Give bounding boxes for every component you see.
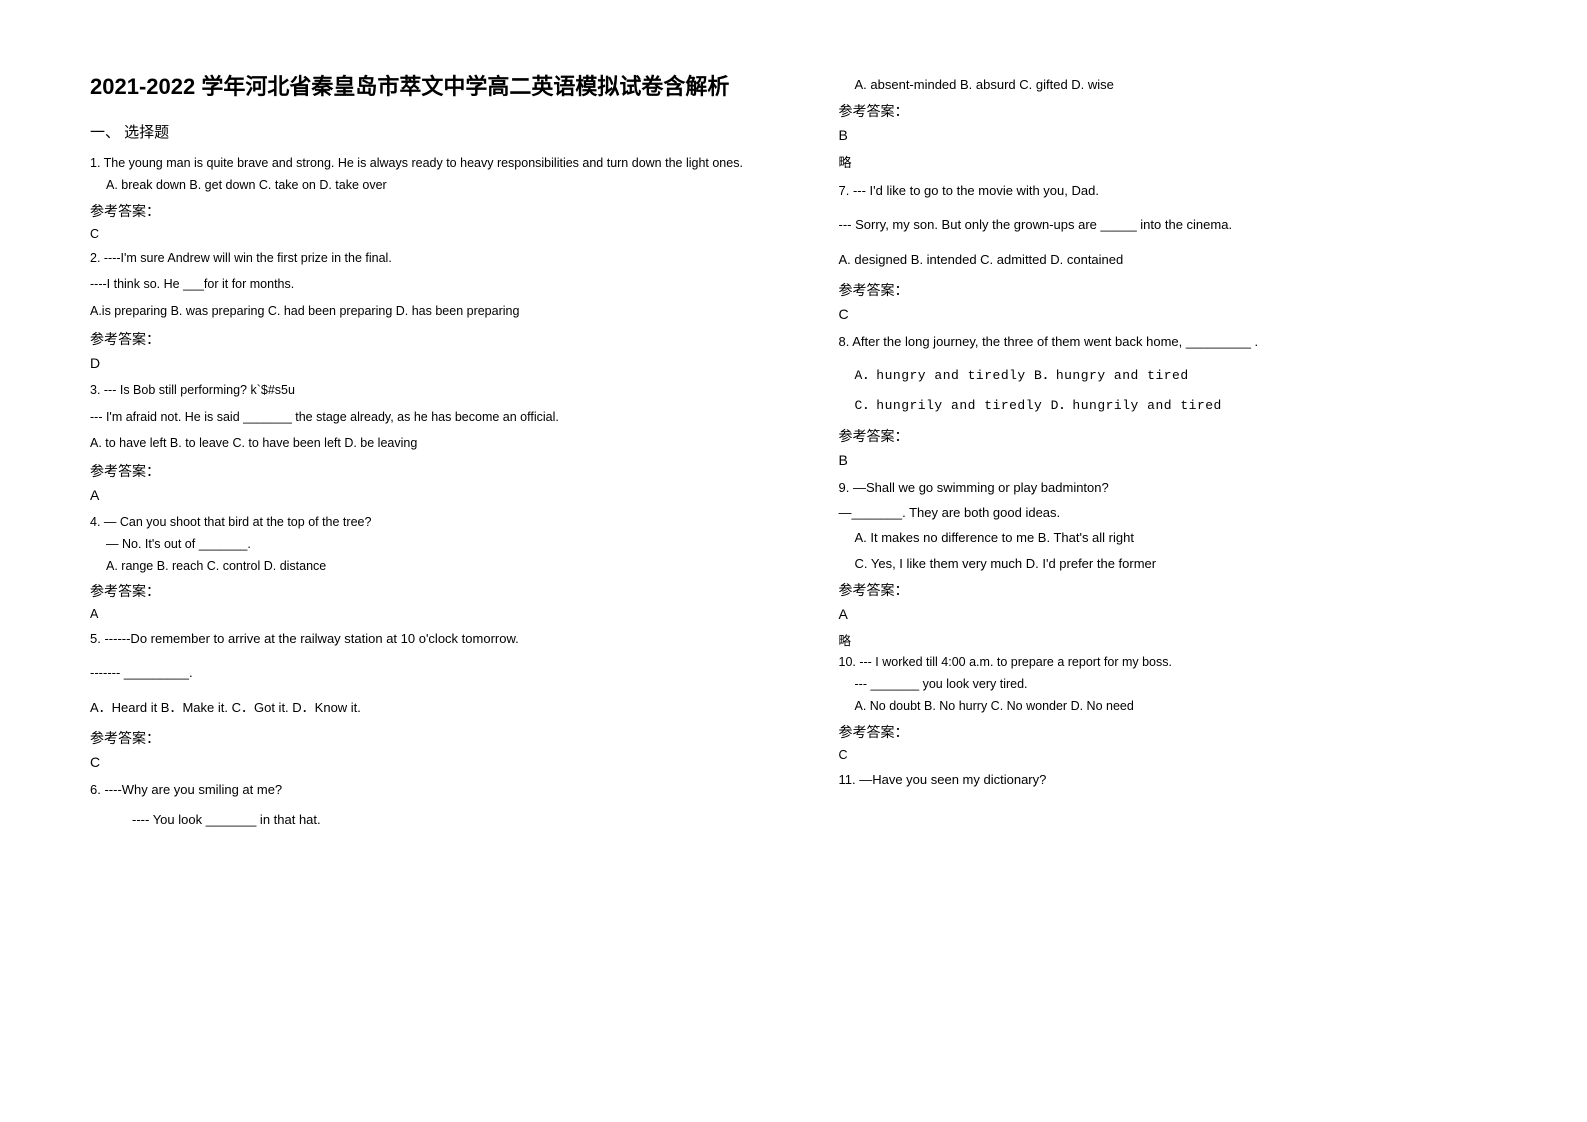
answer-label: 参考答案： bbox=[90, 329, 749, 349]
answer-label: 参考答案： bbox=[839, 580, 1498, 600]
q10-answer: C bbox=[839, 748, 1498, 762]
q10-options: A. No doubt B. No hurry C. No wonder D. … bbox=[839, 697, 1498, 716]
q2-options: A.is preparing B. was preparing C. had b… bbox=[90, 302, 749, 321]
q3-stem-b: --- I'm afraid not. He is said _______ t… bbox=[90, 408, 749, 427]
q8-stem: 8. After the long journey, the three of … bbox=[839, 332, 1498, 352]
q6-stem-a: 6. ----Why are you smiling at me? bbox=[90, 780, 749, 800]
q7-options: A. designed B. intended C. admitted D. c… bbox=[839, 250, 1498, 270]
q4-stem-b: — No. It's out of _______. bbox=[90, 535, 749, 554]
left-column: 2021-2022 学年河北省秦皇岛市萃文中学高二英语模拟试卷含解析 一、 选择… bbox=[0, 0, 794, 1122]
q4-answer: A bbox=[90, 607, 749, 621]
q1-answer: C bbox=[90, 227, 749, 241]
q9-stem-a: 9. —Shall we go swimming or play badmint… bbox=[839, 478, 1498, 498]
q8-answer: B bbox=[839, 452, 1498, 468]
q4-stem-a: 4. — Can you shoot that bird at the top … bbox=[90, 513, 749, 532]
q4-options: A. range B. reach C. control D. distance bbox=[90, 557, 749, 576]
answer-label: 参考答案： bbox=[839, 722, 1498, 742]
q2-stem-b: ----I think so. He ___for it for months. bbox=[90, 275, 749, 294]
q9-stem-b: —_______. They are both good ideas. bbox=[839, 503, 1498, 523]
q1-stem: 1. The young man is quite brave and stro… bbox=[90, 154, 749, 173]
q9-options-1: A. It makes no difference to me B. That'… bbox=[839, 528, 1498, 548]
section-heading: 一、 选择题 bbox=[90, 121, 749, 142]
q3-options: A. to have left B. to leave C. to have b… bbox=[90, 434, 749, 453]
answer-label: 参考答案： bbox=[90, 728, 749, 748]
q10-stem-b: --- _______ you look very tired. bbox=[839, 675, 1498, 694]
answer-label: 参考答案： bbox=[839, 101, 1498, 121]
omit-text: 略 bbox=[839, 153, 1498, 173]
answer-label: 参考答案： bbox=[90, 461, 749, 481]
right-column: A. absent-minded B. absurd C. gifted D. … bbox=[794, 0, 1587, 1122]
q6-answer: B bbox=[839, 127, 1498, 143]
q7-stem-b: --- Sorry, my son. But only the grown-up… bbox=[839, 215, 1498, 235]
q7-stem-a: 7. --- I'd like to go to the movie with … bbox=[839, 181, 1498, 201]
q5-answer: C bbox=[90, 754, 749, 770]
q6-stem-b: ---- You look _______ in that hat. bbox=[90, 810, 749, 830]
q7-answer: C bbox=[839, 306, 1498, 322]
q1-options: A. break down B. get down C. take on D. … bbox=[90, 176, 749, 195]
q5-options: A．Heard it B．Make it. C．Got it. D．Know i… bbox=[90, 698, 749, 718]
answer-label: 参考答案： bbox=[839, 280, 1498, 300]
answer-label: 参考答案： bbox=[90, 201, 749, 221]
q3-stem-a: 3. --- Is Bob still performing? k`$#s5u bbox=[90, 381, 749, 400]
q9-answer: A bbox=[839, 606, 1498, 622]
answer-label: 参考答案： bbox=[839, 426, 1498, 446]
document-title: 2021-2022 学年河北省秦皇岛市萃文中学高二英语模拟试卷含解析 bbox=[90, 70, 749, 103]
q3-answer: A bbox=[90, 487, 749, 503]
q5-stem-b: ------- _________. bbox=[90, 663, 749, 683]
q8-options-2: C．hungrily and tiredly D．hungrily and ti… bbox=[839, 396, 1498, 416]
q6-options: A. absent-minded B. absurd C. gifted D. … bbox=[839, 75, 1498, 95]
omit-text: 略 bbox=[839, 632, 1498, 651]
q2-stem-a: 2. ----I'm sure Andrew will win the firs… bbox=[90, 249, 749, 268]
q8-options-1: A．hungry and tiredly B．hungry and tired bbox=[839, 366, 1498, 386]
q10-stem-a: 10. --- I worked till 4:00 a.m. to prepa… bbox=[839, 653, 1498, 672]
answer-label: 参考答案： bbox=[90, 581, 749, 601]
q9-options-2: C. Yes, I like them very much D. I'd pre… bbox=[839, 554, 1498, 574]
q2-answer: D bbox=[90, 355, 749, 371]
q5-stem-a: 5. ------Do remember to arrive at the ra… bbox=[90, 629, 749, 649]
q11-stem: 11. —Have you seen my dictionary? bbox=[839, 770, 1498, 790]
